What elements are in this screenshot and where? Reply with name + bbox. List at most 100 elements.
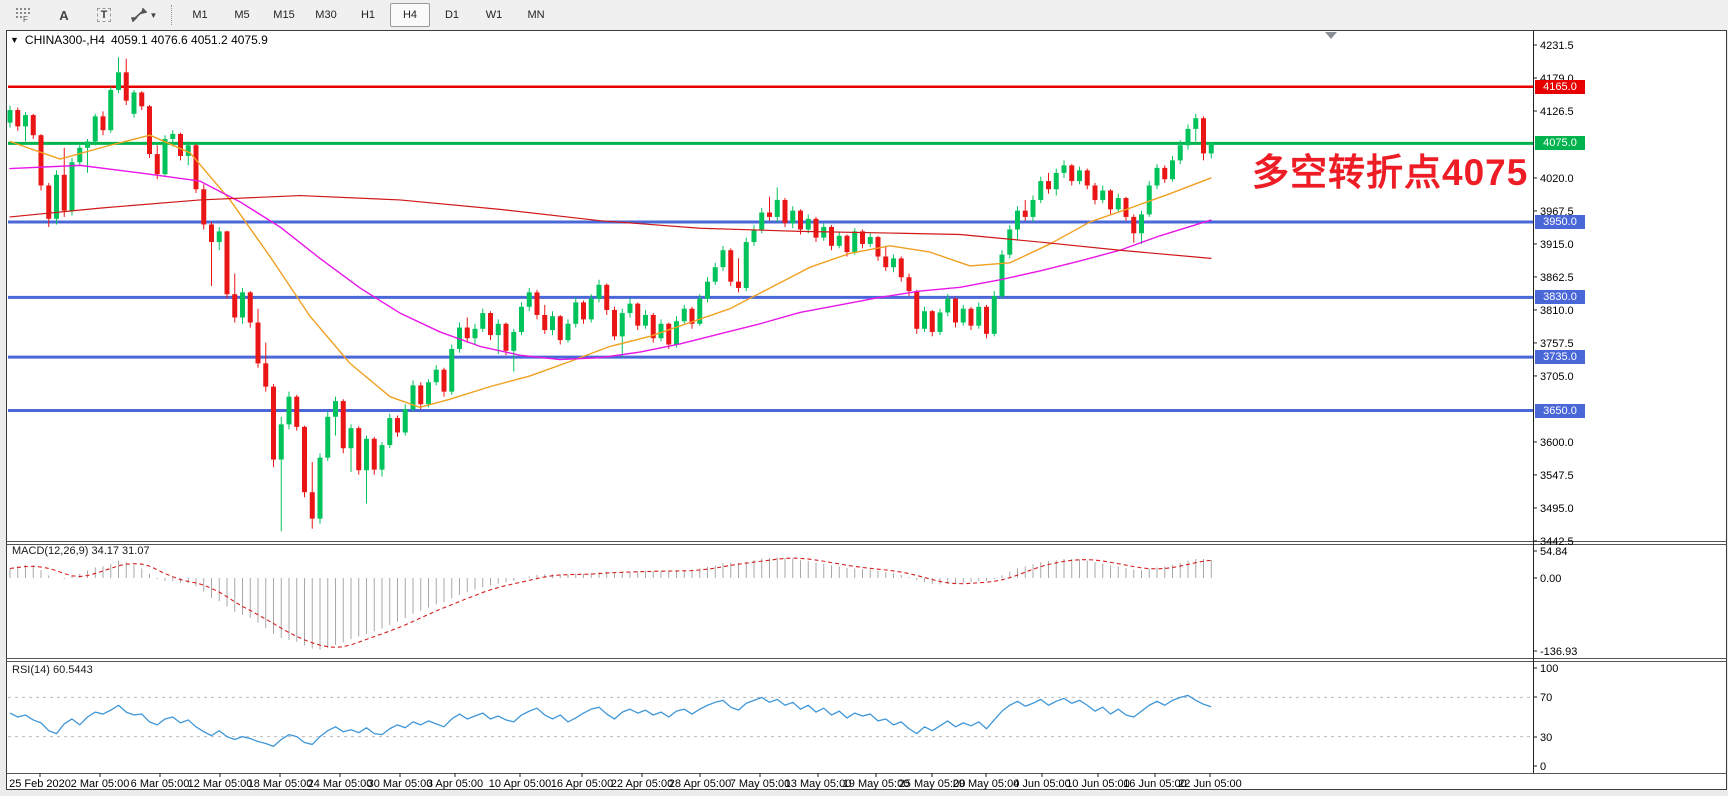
candle-body bbox=[984, 306, 989, 334]
candle-body bbox=[581, 302, 586, 320]
candle-body bbox=[286, 396, 292, 425]
price-tick-label: 3862.5 bbox=[1540, 272, 1574, 284]
time-label: 19 May 05:00 bbox=[843, 778, 910, 790]
candle-body bbox=[906, 277, 912, 292]
timeframe-m1-button[interactable]: M1 bbox=[192, 9, 208, 21]
timeframe-m15-button[interactable]: M15 bbox=[273, 9, 295, 21]
candle-body bbox=[139, 92, 145, 107]
candle-body bbox=[77, 147, 83, 163]
rsi-line bbox=[9, 694, 1212, 748]
candle-body bbox=[1015, 210, 1020, 230]
candle-body bbox=[976, 306, 982, 326]
candle-body bbox=[697, 298, 703, 324]
candle-body bbox=[116, 72, 121, 90]
candle-body bbox=[883, 256, 889, 268]
candle-body bbox=[433, 369, 439, 383]
candle-body bbox=[1201, 118, 1206, 154]
candle-body bbox=[681, 308, 687, 322]
candle-body bbox=[1177, 145, 1183, 161]
candle-body bbox=[247, 292, 253, 323]
candle-body bbox=[1154, 167, 1160, 186]
candle-body bbox=[325, 416, 331, 458]
text-t-icon: T bbox=[96, 8, 112, 22]
candle-body bbox=[705, 281, 710, 299]
candle-body bbox=[209, 224, 214, 243]
candle-body bbox=[953, 298, 958, 323]
candle-body bbox=[805, 218, 811, 230]
candle-body bbox=[441, 369, 447, 392]
candle-body bbox=[751, 229, 757, 243]
candle-body bbox=[875, 237, 881, 257]
candle-body bbox=[728, 250, 734, 282]
candle-body bbox=[767, 212, 772, 217]
candle-body bbox=[550, 316, 555, 331]
timeframe-m30-button[interactable]: M30 bbox=[315, 9, 337, 21]
price-tick-label: 3600.0 bbox=[1540, 437, 1574, 449]
rsi-scale-label: 30 bbox=[1540, 732, 1552, 744]
candle-body bbox=[759, 212, 765, 230]
candle-body bbox=[736, 281, 741, 288]
candle-body bbox=[1046, 181, 1051, 190]
candle-body bbox=[612, 309, 617, 337]
price-tick-label: 4126.5 bbox=[1540, 106, 1574, 118]
timeframe-d1-button[interactable]: D1 bbox=[444, 9, 460, 21]
candle-body bbox=[464, 327, 470, 339]
candle-body bbox=[123, 72, 129, 101]
diagonal-arrows-icon bbox=[130, 8, 147, 22]
timeframe-h4-button[interactable]: H4 bbox=[390, 3, 430, 27]
candle-body bbox=[573, 302, 579, 324]
candle-body bbox=[542, 314, 548, 331]
time-label: 29 May 05:00 bbox=[953, 778, 1020, 790]
price-tick-label: 3547.5 bbox=[1540, 470, 1574, 482]
candle-body bbox=[596, 284, 602, 299]
candle-body bbox=[61, 174, 67, 211]
template-grid-button[interactable]: F bbox=[4, 3, 44, 27]
objects-arrows-button[interactable]: ▼ bbox=[124, 3, 164, 27]
candle-body bbox=[240, 292, 245, 318]
toolbar: F A T ▼ M1 M5 M15 M30 H1 H4 D1 W1 MN bbox=[0, 0, 1728, 30]
chevron-down-icon: ▼ bbox=[10, 35, 19, 45]
candle-body bbox=[557, 316, 563, 341]
price-tick-label: 3915.0 bbox=[1540, 239, 1574, 251]
candle-body bbox=[216, 231, 222, 243]
candle-body bbox=[1170, 160, 1175, 180]
candle-body bbox=[333, 401, 338, 417]
timeframe-mn-button[interactable]: MN bbox=[527, 9, 545, 21]
candle-body bbox=[488, 313, 493, 336]
candle-body bbox=[1053, 172, 1059, 190]
candle-body bbox=[379, 445, 385, 470]
candle-body bbox=[666, 323, 672, 345]
time-label: 28 Apr 05:00 bbox=[669, 778, 731, 790]
candle-body bbox=[774, 199, 780, 217]
time-label: 4 Jun 05:00 bbox=[1013, 778, 1071, 790]
candle-body bbox=[395, 418, 400, 433]
candle-body bbox=[1193, 118, 1199, 129]
candle-body bbox=[712, 267, 718, 282]
candle-body bbox=[23, 115, 28, 127]
timeframe-w1-button[interactable]: W1 bbox=[485, 9, 503, 21]
time-label: 7 May 05:00 bbox=[730, 778, 791, 790]
arrow-cursor-button[interactable]: A bbox=[44, 3, 84, 27]
price-badge-3950.0: 3950.0 bbox=[1535, 214, 1585, 229]
candle-body bbox=[689, 308, 695, 324]
candle-body bbox=[147, 106, 152, 155]
candle-body bbox=[317, 457, 323, 519]
time-label: 22 Apr 05:00 bbox=[611, 778, 673, 790]
candle-body bbox=[891, 258, 896, 268]
candle-body bbox=[929, 311, 935, 332]
candle-body bbox=[7, 110, 13, 123]
letter-a-icon: A bbox=[59, 7, 69, 23]
candle-body bbox=[658, 323, 664, 339]
candle-body bbox=[650, 314, 656, 339]
ma-fast-line bbox=[9, 134, 1212, 409]
candle-body bbox=[410, 385, 416, 410]
candle-body bbox=[1038, 181, 1044, 200]
chart-shift-marker-icon bbox=[1325, 32, 1337, 39]
macd-scale-label: 54.84 bbox=[1540, 546, 1568, 558]
timeframe-h1-button[interactable]: H1 bbox=[360, 9, 376, 21]
timeframe-m5-button[interactable]: M5 bbox=[234, 9, 250, 21]
candle-body bbox=[154, 154, 160, 175]
time-label: 30 Mar 05:00 bbox=[368, 778, 433, 790]
text-label-button[interactable]: T bbox=[84, 3, 124, 27]
